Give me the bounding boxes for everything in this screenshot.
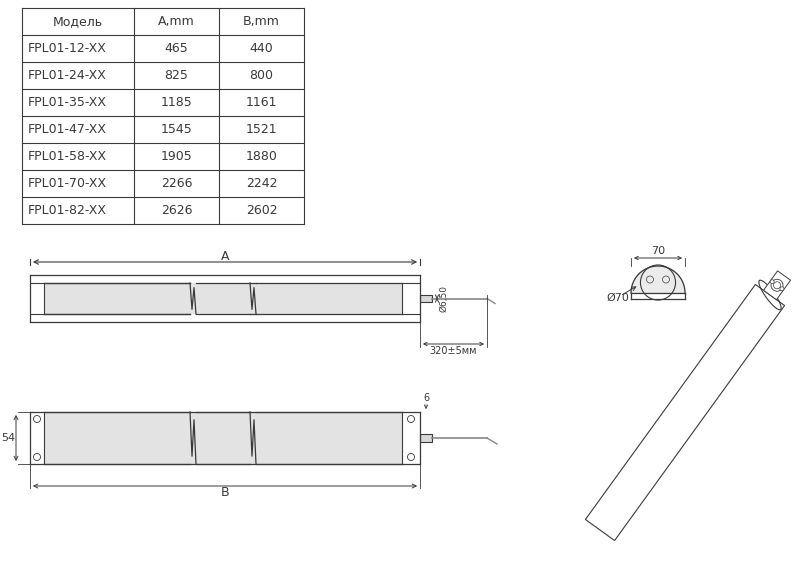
Text: Ø6,50: Ø6,50	[440, 285, 449, 312]
Text: B: B	[221, 486, 230, 499]
Polygon shape	[420, 434, 432, 442]
Text: 320±5мм: 320±5мм	[430, 346, 478, 356]
Text: 70: 70	[651, 246, 665, 256]
Text: 2626: 2626	[161, 204, 192, 217]
Text: FPL01-47-XX: FPL01-47-XX	[28, 123, 107, 136]
Text: 1521: 1521	[246, 123, 278, 136]
Text: Ø70: Ø70	[606, 293, 629, 303]
Text: FPL01-12-XX: FPL01-12-XX	[28, 42, 107, 55]
Text: 2602: 2602	[246, 204, 278, 217]
Text: 2266: 2266	[161, 177, 192, 190]
Text: FPL01-24-XX: FPL01-24-XX	[28, 69, 107, 82]
Text: Модель: Модель	[53, 15, 103, 28]
Text: FPL01-58-XX: FPL01-58-XX	[28, 150, 107, 163]
Text: 54: 54	[1, 433, 15, 443]
Text: FPL01-70-XX: FPL01-70-XX	[28, 177, 107, 190]
Text: 440: 440	[250, 42, 274, 55]
Text: 800: 800	[250, 69, 274, 82]
Text: 1545: 1545	[161, 123, 192, 136]
Text: FPL01-82-XX: FPL01-82-XX	[28, 204, 107, 217]
Polygon shape	[631, 266, 685, 293]
Polygon shape	[763, 271, 790, 299]
Circle shape	[780, 287, 784, 291]
Text: 825: 825	[165, 69, 189, 82]
Text: 1185: 1185	[161, 96, 192, 109]
Polygon shape	[420, 295, 432, 302]
Polygon shape	[44, 412, 402, 464]
Polygon shape	[44, 283, 402, 314]
Text: 2242: 2242	[246, 177, 278, 190]
Text: А,mm: А,mm	[158, 15, 195, 28]
Text: 1880: 1880	[246, 150, 278, 163]
Circle shape	[770, 280, 774, 284]
Text: 1905: 1905	[161, 150, 192, 163]
Text: 465: 465	[165, 42, 188, 55]
Text: В,mm: В,mm	[243, 15, 280, 28]
Text: A: A	[221, 250, 230, 263]
Text: 1161: 1161	[246, 96, 278, 109]
Text: FPL01-35-XX: FPL01-35-XX	[28, 96, 107, 109]
Text: 6: 6	[423, 393, 429, 403]
Polygon shape	[586, 284, 785, 541]
